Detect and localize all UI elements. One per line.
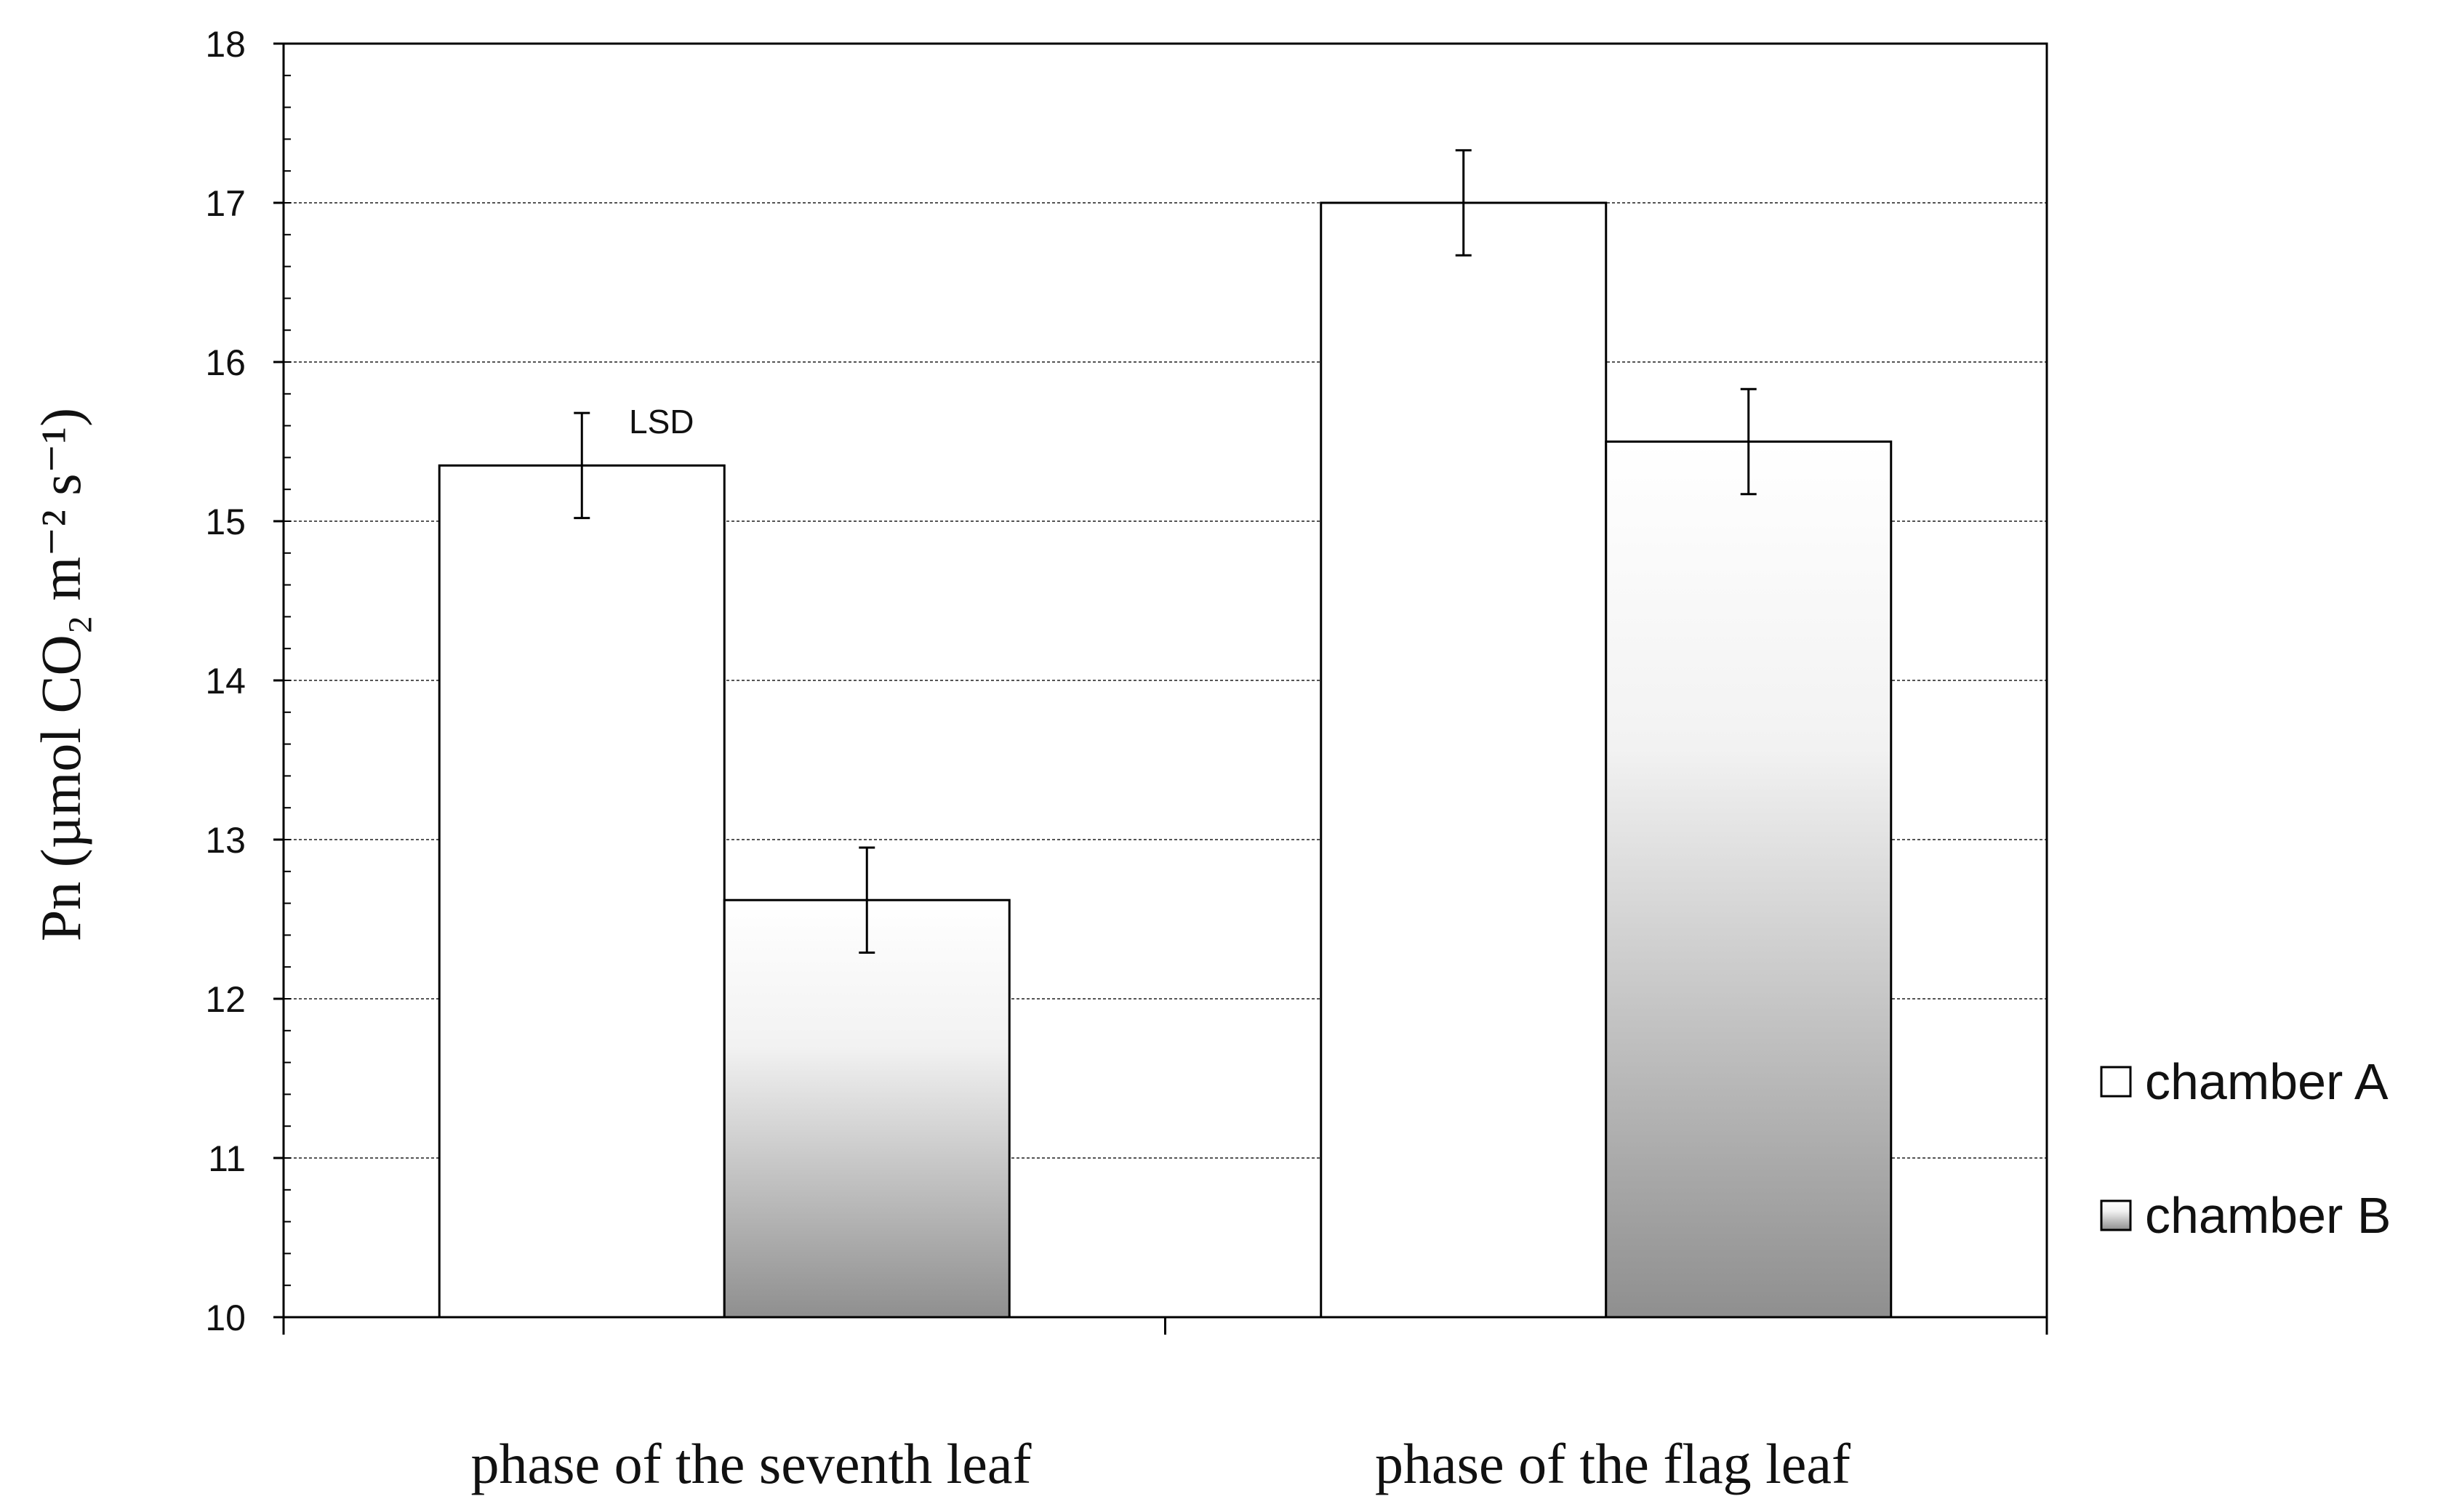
y-tick-label: 12 [205, 979, 246, 1020]
y-tick-label: 17 [205, 183, 246, 224]
y-tick-label: 14 [205, 661, 246, 701]
gridlines [284, 202, 2047, 1159]
bar-chamber-b-0 [723, 898, 1011, 1319]
legend-label-chamber-a: chamber A [2145, 1053, 2389, 1110]
y-tick-label: 15 [205, 502, 246, 542]
legend: chamber A chamber B [2100, 1053, 2391, 1244]
category-label-1: phase of the flag leaf [1375, 1432, 1850, 1495]
legend-swatch-chamber-a [2100, 1066, 2132, 1098]
y-tick-label: 16 [205, 342, 246, 383]
axes: 10 11 12 13 14 15 16 17 18 [205, 24, 2048, 1338]
bar-chamber-a-0 [438, 464, 726, 1319]
legend-label-chamber-b: chamber B [2145, 1187, 2391, 1244]
y-tick-label: 11 [208, 1138, 246, 1179]
category-label-0: phase of the seventh leaf [470, 1432, 1031, 1495]
labels: Pn (µmol CO₂ m⁻² s⁻¹) phase of the seven… [29, 403, 1850, 1495]
lsd-annotation: LSD [629, 403, 694, 441]
y-tick-label: 10 [205, 1298, 246, 1338]
bars [438, 149, 1893, 1319]
y-tick-label: 18 [205, 24, 246, 65]
bar-chamber-b-1 [1605, 441, 1893, 1319]
bar-chamber-a-1 [1320, 201, 1608, 1319]
y-axis-title: Pn (µmol CO₂ m⁻² s⁻¹) [29, 408, 92, 941]
legend-swatch-chamber-b [2100, 1199, 2132, 1231]
y-tick-label: 13 [205, 820, 246, 861]
